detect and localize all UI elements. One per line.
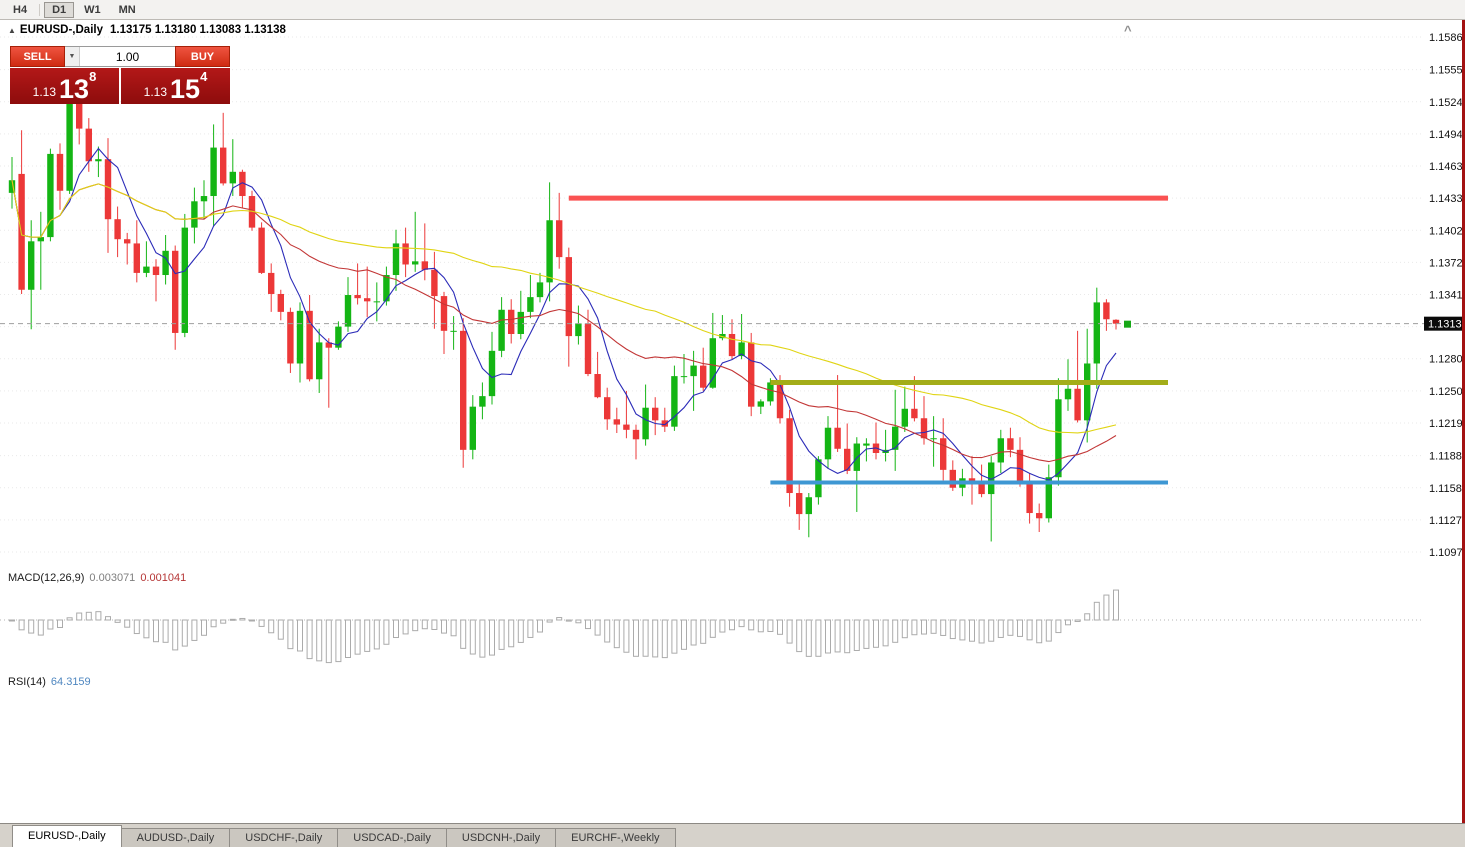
buy-price-pips: 15 bbox=[170, 74, 201, 105]
chevron-up-icon[interactable]: ^ bbox=[1124, 23, 1132, 38]
chart-symbol-period: EURUSD-,Daily bbox=[19, 24, 103, 36]
volume-dropdown-icon[interactable]: ▼ bbox=[65, 47, 80, 66]
sell-price-pips: 13 bbox=[59, 74, 90, 105]
timeframe-toolbar: H4 D1 W1 MN bbox=[0, 0, 1465, 20]
tab-usdcad-daily[interactable]: USDCAD-,Daily bbox=[337, 828, 447, 847]
tab-usdchf-daily[interactable]: USDCHF-,Daily bbox=[229, 828, 339, 847]
volume-input[interactable] bbox=[80, 47, 175, 66]
one-click-trading-panel: SELL ▼ BUY 1.13 13 8 1.13 15 4 bbox=[10, 46, 230, 104]
buy-price-display[interactable]: 1.13 15 4 bbox=[121, 68, 230, 104]
one-click-toggle-icon[interactable]: ▲ bbox=[8, 26, 16, 35]
timeframe-h4-button[interactable]: H4 bbox=[5, 2, 35, 18]
svg-text:1.15245: 1.15245 bbox=[1429, 97, 1465, 109]
volume-field[interactable]: ▼ bbox=[65, 46, 175, 67]
macd-name: MACD(12,26,9) bbox=[8, 572, 85, 584]
svg-text:1.14635: 1.14635 bbox=[1429, 161, 1465, 173]
sell-price-prefix: 1.13 bbox=[32, 85, 57, 99]
svg-text:1.10970: 1.10970 bbox=[1429, 547, 1465, 559]
svg-text:1.15860: 1.15860 bbox=[1429, 32, 1465, 44]
sell-price-display[interactable]: 1.13 13 8 bbox=[10, 68, 119, 104]
svg-text:1.11885: 1.11885 bbox=[1429, 451, 1465, 463]
timeframe-d1-button[interactable]: D1 bbox=[44, 1, 75, 18]
svg-text:1.14025: 1.14025 bbox=[1429, 225, 1465, 237]
sell-button[interactable]: SELL bbox=[10, 46, 65, 67]
rsi-label: RSI(14) 64.3159 bbox=[8, 676, 96, 688]
macd-label: MACD(12,26,9) 0.003071 0.001041 bbox=[8, 572, 191, 584]
svg-text:1.11275: 1.11275 bbox=[1429, 515, 1465, 527]
buy-button[interactable]: BUY bbox=[175, 46, 230, 67]
svg-text:1.11580: 1.11580 bbox=[1429, 483, 1465, 495]
svg-text:1.14940: 1.14940 bbox=[1429, 129, 1465, 141]
timeframe-w1-button[interactable]: W1 bbox=[76, 2, 109, 18]
macd-signal-value: 0.001041 bbox=[140, 572, 187, 584]
chart-tabs-bar: EURUSD-,Daily AUDUSD-,Daily USDCHF-,Dail… bbox=[0, 823, 1465, 847]
macd-value: 0.003071 bbox=[89, 572, 136, 584]
svg-text:1.12500: 1.12500 bbox=[1429, 386, 1465, 398]
svg-text:1.13415: 1.13415 bbox=[1429, 290, 1465, 302]
price-chart-canvas[interactable]: 1.15860 1.15550 1.15245 1.14940 1.14635 1.143… bbox=[0, 20, 1465, 823]
svg-text:1.14330: 1.14330 bbox=[1429, 193, 1465, 205]
svg-text:1.15550: 1.15550 bbox=[1429, 65, 1465, 77]
tab-eurchf-weekly[interactable]: EURCHF-,Weekly bbox=[555, 828, 676, 847]
svg-text:1.13720: 1.13720 bbox=[1429, 257, 1465, 269]
tab-audusd-daily[interactable]: AUDUSD-,Daily bbox=[120, 828, 231, 847]
rsi-value: 64.3159 bbox=[50, 676, 91, 688]
buy-price-point: 4 bbox=[200, 69, 208, 84]
svg-text:1.12805: 1.12805 bbox=[1429, 354, 1465, 366]
toolbar-separator bbox=[39, 3, 41, 16]
tab-usdcnh-daily[interactable]: USDCNH-,Daily bbox=[445, 828, 557, 847]
chart-title: ▲ EURUSD-,Daily 1.13175 1.13180 1.13083 1.… bbox=[8, 24, 286, 36]
svg-text:1.12195: 1.12195 bbox=[1429, 418, 1465, 430]
tab-eurusd-daily[interactable]: EURUSD-,Daily bbox=[12, 825, 122, 847]
sell-price-point: 8 bbox=[89, 69, 97, 84]
window-edge-marker bbox=[1462, 20, 1465, 823]
chart-window: 1.15860 1.15550 1.15245 1.14940 1.14635 1.143… bbox=[0, 20, 1465, 823]
buy-price-prefix: 1.13 bbox=[143, 85, 168, 99]
timeframe-mn-button[interactable]: MN bbox=[111, 2, 144, 18]
chart-ohlc-values: 1.13175 1.13180 1.13083 1.13138 bbox=[110, 24, 286, 36]
svg-text:1.13138: 1.13138 bbox=[1428, 319, 1465, 331]
rsi-name: RSI(14) bbox=[8, 676, 46, 688]
